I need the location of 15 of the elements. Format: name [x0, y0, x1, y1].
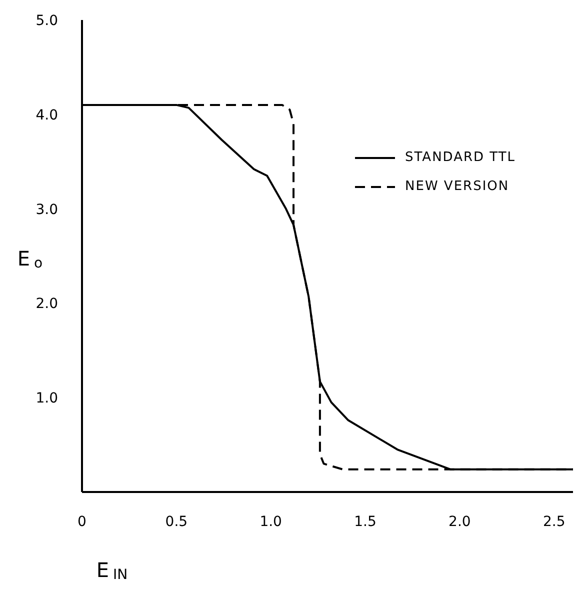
x-axis-title: E$_{IN}$	[96, 558, 128, 584]
y-tick-label: 4.0	[36, 107, 58, 124]
y-axis-title: E$_{o}$	[17, 246, 43, 272]
x-tick-label: 0.5	[165, 514, 188, 530]
y-tick-label: 1.0	[36, 390, 58, 407]
legend-label: NEW VERSION	[405, 179, 510, 194]
x-tick-label: 1.0	[260, 514, 282, 530]
x-tick-label: 2.0	[448, 514, 471, 530]
y-tick-label: 5.0	[36, 12, 58, 29]
x-tick-label: 0	[78, 514, 86, 530]
legend-label: STANDARD TTL	[405, 150, 516, 165]
y-tick-label: 2.0	[36, 296, 58, 312]
x-tick-label: 2.5	[542, 514, 566, 530]
x-tick-label: 1.5	[354, 514, 376, 530]
y-tick-label: 3.0	[36, 202, 58, 218]
